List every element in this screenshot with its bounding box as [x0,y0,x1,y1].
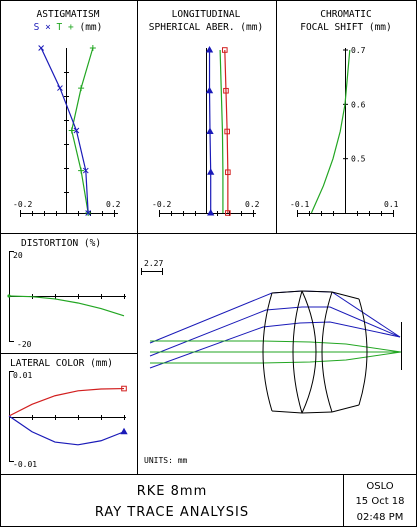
chromatic-wl-label-1: 0.6 [351,100,366,109]
lateral-tick-top: 0.01 [13,371,32,380]
spherical-title-1: LONGITUDINAL [172,9,241,20]
distortion-panel: DISTORTION (%) 20 -20 [7,238,126,349]
chromatic-title-2: FOCAL SHIFT (mm) [300,22,392,33]
lateral-red-line [8,387,125,417]
astigmatism-tick-left: -0.2 [13,200,32,209]
spherical-curves [205,45,231,216]
green-ray-bundle [150,340,402,364]
lateral-red-end-marker [121,385,127,392]
tangential-point-3 [78,167,85,174]
sagittal-point-3 [82,167,89,174]
spherical-series-0-point-0 [205,45,214,53]
layout-scale-bar [141,268,163,275]
sagittal-point-2 [73,127,80,134]
spherical-series-0-point-4 [207,208,215,216]
plot-time: 02:48 PM [357,512,404,523]
chromatic-axes [297,48,394,217]
sagittal-point-4 [85,210,92,216]
chromatic-tick-left: -0.1 [290,200,309,209]
distortion-origin-point [7,294,11,298]
sagittal-point-1 [57,85,63,91]
astigmatism-legend-plus: + [68,22,74,33]
lateral-color-panel: LATERAL COLOR (mm) 0.01 -0.01 [8,358,128,469]
analysis-title: RAY TRACE ANALYSIS [95,505,249,520]
lateral-blue-line [8,415,125,446]
title-block: RKE 8mm RAY TRACE ANALYSIS OSLO 15 Oct 1… [95,481,405,523]
chromatic-tick-right: 0.1 [384,200,399,209]
lens-element-2 [301,290,333,414]
spherical-series-0-point-2 [206,127,214,134]
spherical-series-0-point-1 [205,86,214,94]
spherical-series-line-2 [224,49,229,213]
tangential-field-line [71,47,94,214]
spherical-series-2-point-2 [224,128,230,135]
layout-scale-label: 2.27 [144,259,163,268]
astigmatism-legend-t: T [57,22,63,33]
distortion-tick-bottom: -20 [17,340,32,349]
tangential-point-0 [89,45,96,51]
astigmatism-panel: ASTIGMATISM S × T + (mm) -0.2 0.2 [13,9,121,217]
spherical-series-2-point-0 [222,47,228,53]
blue-ray-bundle [149,290,401,369]
lateral-title: LATERAL COLOR (mm) [10,358,113,369]
astigmatism-axes [20,48,118,217]
spherical-tick-left: -0.2 [152,200,171,209]
lateral-tick-bottom: -0.01 [13,460,37,469]
lens-name: RKE 8mm [137,484,208,499]
spherical-series-2-point-1 [223,87,229,94]
lateral-axes [9,371,126,462]
spherical-series-2-point-4 [225,210,231,216]
chromatic-panel: CHROMATIC FOCAL SHIFT (mm) 0.7 0.6 0.5 -0.… [290,9,399,217]
lateral-curves [8,385,128,446]
astigmatism-curves [38,45,96,216]
astigmatism-title: ASTIGMATISM [37,9,100,20]
astigmatism-legend-x: × [45,22,51,33]
astigmatism-legend-unit: (mm) [79,22,102,33]
spherical-tick-right: 0.2 [245,200,260,209]
chromatic-title-1: CHROMATIC [320,9,371,20]
lens-element-1 [262,290,303,414]
astigmatism-legend-s: S [34,22,40,33]
layout-units-label: UNITS: mm [144,456,188,465]
lens-layout-panel: 2.27 [141,259,402,465]
focal-shift-line [310,49,351,214]
spherical-panel: LONGITUDINAL SPHERICAL ABER. (mm) -0.2 0… [149,9,263,217]
chromatic-wl-label-2: 0.5 [351,155,366,164]
spherical-title-2: SPHERICAL ABER. (mm) [149,22,263,33]
program-name: OSLO [366,481,393,492]
spherical-series-line-1 [219,49,224,213]
spherical-axes [159,48,256,217]
distortion-title: DISTORTION (%) [21,238,101,249]
distortion-line [8,295,125,317]
tangential-point-1 [78,85,85,92]
chromatic-wavelength-ticks: 0.7 0.6 0.5 [343,46,366,164]
plot-date: 15 Oct 18 [355,496,404,507]
lateral-blue-end-marker [120,427,128,435]
spherical-series-0-point-3 [207,168,215,175]
chromatic-curve [310,49,351,214]
tangential-point-2 [68,127,75,134]
astigmatism-tick-right: 0.2 [106,200,121,209]
spherical-series-2-point-3 [225,169,231,176]
sagittal-point-0 [38,45,45,51]
distortion-tick-top: 20 [13,251,23,260]
chromatic-wl-label-0: 0.7 [351,46,366,55]
lens-element-3 [331,291,368,413]
distortion-curve [7,294,125,317]
astigmatism-legend: S × T + (mm) [34,22,103,33]
